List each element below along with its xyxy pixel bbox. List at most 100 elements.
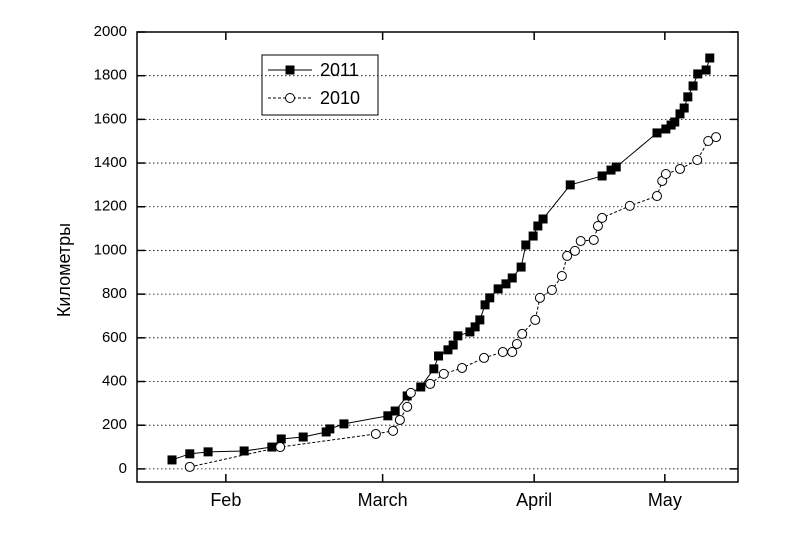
data-point xyxy=(511,338,522,349)
data-point xyxy=(688,81,698,91)
data-point xyxy=(434,351,444,361)
data-point xyxy=(425,378,436,389)
data-point xyxy=(569,245,580,256)
data-point xyxy=(703,136,714,147)
data-point xyxy=(701,65,711,75)
x-tick-label: March xyxy=(358,490,408,510)
data-point xyxy=(611,162,621,172)
data-point xyxy=(679,103,689,113)
legend-label: 2011 xyxy=(320,60,359,80)
series-line xyxy=(171,57,711,461)
legend-label: 2010 xyxy=(320,88,360,108)
data-point xyxy=(597,212,608,223)
data-point xyxy=(416,382,426,392)
data-point xyxy=(521,240,531,250)
data-point xyxy=(575,236,586,247)
x-tick-label: Feb xyxy=(210,490,241,510)
y-axis-label: Километры xyxy=(54,223,74,317)
data-point xyxy=(517,328,528,339)
data-point xyxy=(651,191,662,202)
x-tick-label: May xyxy=(648,490,682,510)
y-tick-label: 2000 xyxy=(94,23,127,40)
data-point xyxy=(507,347,518,358)
data-point xyxy=(325,424,335,434)
data-point xyxy=(588,234,599,245)
data-point xyxy=(475,315,485,325)
data-point xyxy=(660,168,671,179)
data-point xyxy=(485,293,495,303)
data-point xyxy=(339,419,349,429)
y-tick-label: 1000 xyxy=(94,241,127,258)
series-line xyxy=(189,136,717,468)
y-tick-label: 600 xyxy=(102,329,127,346)
y-tick-label: 400 xyxy=(102,372,127,389)
data-point xyxy=(507,273,517,283)
data-point xyxy=(693,69,703,79)
y-tick-label: 200 xyxy=(102,416,127,433)
y-tick-label: 1200 xyxy=(94,198,127,215)
data-point xyxy=(470,322,480,332)
data-point xyxy=(692,155,703,166)
data-point xyxy=(597,171,607,181)
data-point xyxy=(565,180,575,190)
data-point xyxy=(390,406,400,416)
data-point xyxy=(388,425,399,436)
data-point xyxy=(448,340,458,350)
data-point xyxy=(370,428,381,439)
data-point xyxy=(429,364,439,374)
data-point xyxy=(711,132,722,143)
x-tick-label: April xyxy=(516,490,552,510)
y-tick-label: 800 xyxy=(102,285,127,302)
legend-marker xyxy=(285,65,295,75)
data-point xyxy=(457,362,468,373)
y-tick-label: 1400 xyxy=(94,154,127,171)
data-point xyxy=(275,442,286,453)
data-point xyxy=(497,347,508,358)
data-point xyxy=(533,221,543,231)
data-point xyxy=(184,461,195,472)
y-tick-label: 1600 xyxy=(94,110,127,127)
legend-marker xyxy=(285,93,295,103)
data-point xyxy=(493,284,503,294)
data-point xyxy=(530,314,541,325)
data-point xyxy=(661,124,671,134)
plot-frame xyxy=(136,31,739,483)
data-point xyxy=(546,284,557,295)
data-point xyxy=(705,53,715,63)
data-point xyxy=(624,200,635,211)
data-point xyxy=(516,262,526,272)
data-point xyxy=(592,220,603,231)
y-tick-label: 1800 xyxy=(94,67,127,84)
data-point xyxy=(479,352,490,363)
data-point xyxy=(480,300,490,310)
data-point xyxy=(528,231,538,241)
data-point xyxy=(402,401,413,412)
data-point xyxy=(675,109,685,119)
data-point xyxy=(465,327,475,337)
data-point xyxy=(438,368,449,379)
data-point xyxy=(383,411,393,421)
data-point xyxy=(203,447,213,457)
data-point xyxy=(394,414,405,425)
data-point xyxy=(606,165,616,175)
data-point xyxy=(556,271,567,282)
data-point xyxy=(562,250,573,261)
data-point xyxy=(453,331,463,341)
data-point xyxy=(298,432,308,442)
data-point xyxy=(167,455,177,465)
data-point xyxy=(185,449,195,459)
data-point xyxy=(534,292,545,303)
data-point xyxy=(501,279,511,289)
data-point xyxy=(276,434,286,444)
data-point xyxy=(538,214,548,224)
data-point xyxy=(652,128,662,138)
data-point xyxy=(267,442,277,452)
data-point xyxy=(443,345,453,355)
data-point xyxy=(405,387,416,398)
data-point xyxy=(683,92,693,102)
legend-box xyxy=(261,54,379,116)
data-point xyxy=(670,117,680,127)
data-point xyxy=(239,446,249,456)
y-tick-label: 0 xyxy=(119,460,127,477)
